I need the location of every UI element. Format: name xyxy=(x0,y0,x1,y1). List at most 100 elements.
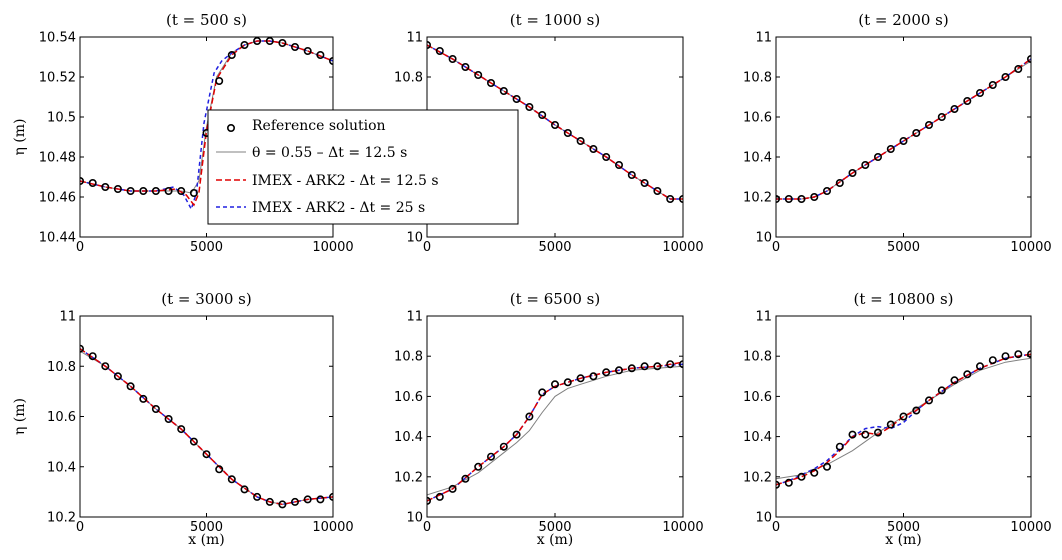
legend-marker-reference xyxy=(227,124,236,133)
x-tick-label: 0 xyxy=(423,520,431,535)
series-line-2 xyxy=(776,58,1031,200)
reference-point xyxy=(937,113,946,122)
y-tick-label: 10.44 xyxy=(39,231,76,246)
reference-point xyxy=(1027,55,1031,63)
panel-title: (t = 1000 s) xyxy=(510,11,600,29)
reference-point xyxy=(512,95,521,104)
y-tick-label: 10.4 xyxy=(47,460,76,475)
y-tick-label: 10 xyxy=(755,511,772,526)
reference-point xyxy=(784,478,793,487)
reference-point xyxy=(113,372,122,381)
x-tick-label: 0 xyxy=(423,240,431,255)
y-tick-label: 11 xyxy=(406,31,423,46)
y-tick-label: 10 xyxy=(755,231,772,246)
reference-point xyxy=(666,360,675,369)
y-tick-label: 10.48 xyxy=(39,151,76,166)
reference-point xyxy=(512,430,521,439)
reference-point xyxy=(861,161,870,170)
y-tick-label: 10.8 xyxy=(743,350,772,365)
reference-point xyxy=(822,462,831,471)
x-tick-label: 10000 xyxy=(1010,520,1051,535)
reference-point xyxy=(653,362,662,371)
reference-point xyxy=(963,97,972,106)
panel-3: 0 5000 10000 10 10.2 10.4 10.6 10.8 11 (t = 2000 … xyxy=(743,11,1052,255)
reference-point xyxy=(215,77,224,86)
reference-point xyxy=(1014,350,1023,359)
reference-point xyxy=(912,129,921,138)
plot-area xyxy=(427,316,683,517)
reference-point xyxy=(278,500,287,509)
x-tick-label: 10000 xyxy=(662,240,703,255)
reference-point xyxy=(427,496,431,505)
reference-point xyxy=(253,37,262,45)
reference-point xyxy=(776,195,780,203)
reference-point xyxy=(278,38,287,47)
x-tick-label: 0 xyxy=(76,240,84,255)
series-line-1 xyxy=(427,365,683,496)
x-tick-label: 5000 xyxy=(190,520,223,535)
reference-point xyxy=(448,54,457,63)
panel-title: (t = 2000 s) xyxy=(858,11,948,29)
reference-point xyxy=(126,382,135,391)
reference-point xyxy=(1001,352,1010,361)
x-tick-label: 5000 xyxy=(887,520,920,535)
legend-label: IMEX - ARK2 - Δt = 12.5 s xyxy=(252,173,439,189)
reference-point xyxy=(486,79,495,88)
reference-point xyxy=(550,121,559,130)
reference-point xyxy=(139,394,148,403)
reference-point xyxy=(563,129,572,138)
reference-point xyxy=(290,497,299,506)
reference-point xyxy=(290,42,299,51)
reference-point xyxy=(602,368,611,377)
reference-point xyxy=(576,374,585,383)
reference-point xyxy=(848,430,857,439)
reference-point xyxy=(88,179,97,188)
reference-point xyxy=(189,437,198,446)
y-tick-label: 10.6 xyxy=(394,390,423,405)
x-tick-label: 5000 xyxy=(538,240,571,255)
reference-point xyxy=(924,396,933,405)
reference-point xyxy=(113,185,122,194)
reference-point xyxy=(937,386,946,395)
legend-label: θ = 0.55 – Δt = 12.5 s xyxy=(252,145,407,161)
reference-point xyxy=(316,495,325,504)
y-tick-label: 10.6 xyxy=(743,390,772,405)
y-tick-label: 10.2 xyxy=(47,511,76,526)
y-tick-label: 10.4 xyxy=(394,430,423,445)
reference-point xyxy=(240,40,249,49)
reference-point xyxy=(227,475,236,484)
x-axis-label: x (m) xyxy=(188,532,225,548)
reference-point xyxy=(963,370,972,379)
panel-6: 0 5000 10000 10 10.2 10.4 10.6 10.8 11 (t = 10800… xyxy=(743,290,1052,548)
reference-point xyxy=(1027,350,1031,359)
series-line-2 xyxy=(776,353,1031,486)
reference-point xyxy=(975,362,984,371)
x-tick-label: 10000 xyxy=(312,520,353,535)
reference-point xyxy=(435,46,444,55)
reference-point xyxy=(614,366,623,375)
reference-point xyxy=(164,187,173,196)
reference-point xyxy=(810,193,819,202)
reference-point xyxy=(265,497,274,506)
plot-series xyxy=(80,37,333,211)
panel-5: 0 5000 10000 10 10.2 10.4 10.6 10.8 11 (t = 6500 … xyxy=(394,290,704,548)
panel-title: (t = 3000 s) xyxy=(161,290,251,308)
y-tick-label: 11 xyxy=(755,31,772,46)
panel-title: (t = 10800 s) xyxy=(853,290,953,308)
reference-point xyxy=(151,187,160,196)
y-tick-label: 10.4 xyxy=(743,430,772,445)
reference-point xyxy=(202,450,211,459)
x-tick-label: 0 xyxy=(772,240,780,255)
reference-point xyxy=(640,179,649,188)
reference-point xyxy=(861,430,870,439)
y-tick-label: 10 xyxy=(406,231,423,246)
reference-point xyxy=(563,378,572,387)
y-tick-label: 10.8 xyxy=(394,71,423,86)
reference-point xyxy=(848,169,857,178)
reference-point xyxy=(589,145,598,154)
reference-point xyxy=(589,372,598,381)
reference-point xyxy=(666,195,675,204)
reference-point xyxy=(227,50,236,59)
reference-point xyxy=(988,356,997,365)
